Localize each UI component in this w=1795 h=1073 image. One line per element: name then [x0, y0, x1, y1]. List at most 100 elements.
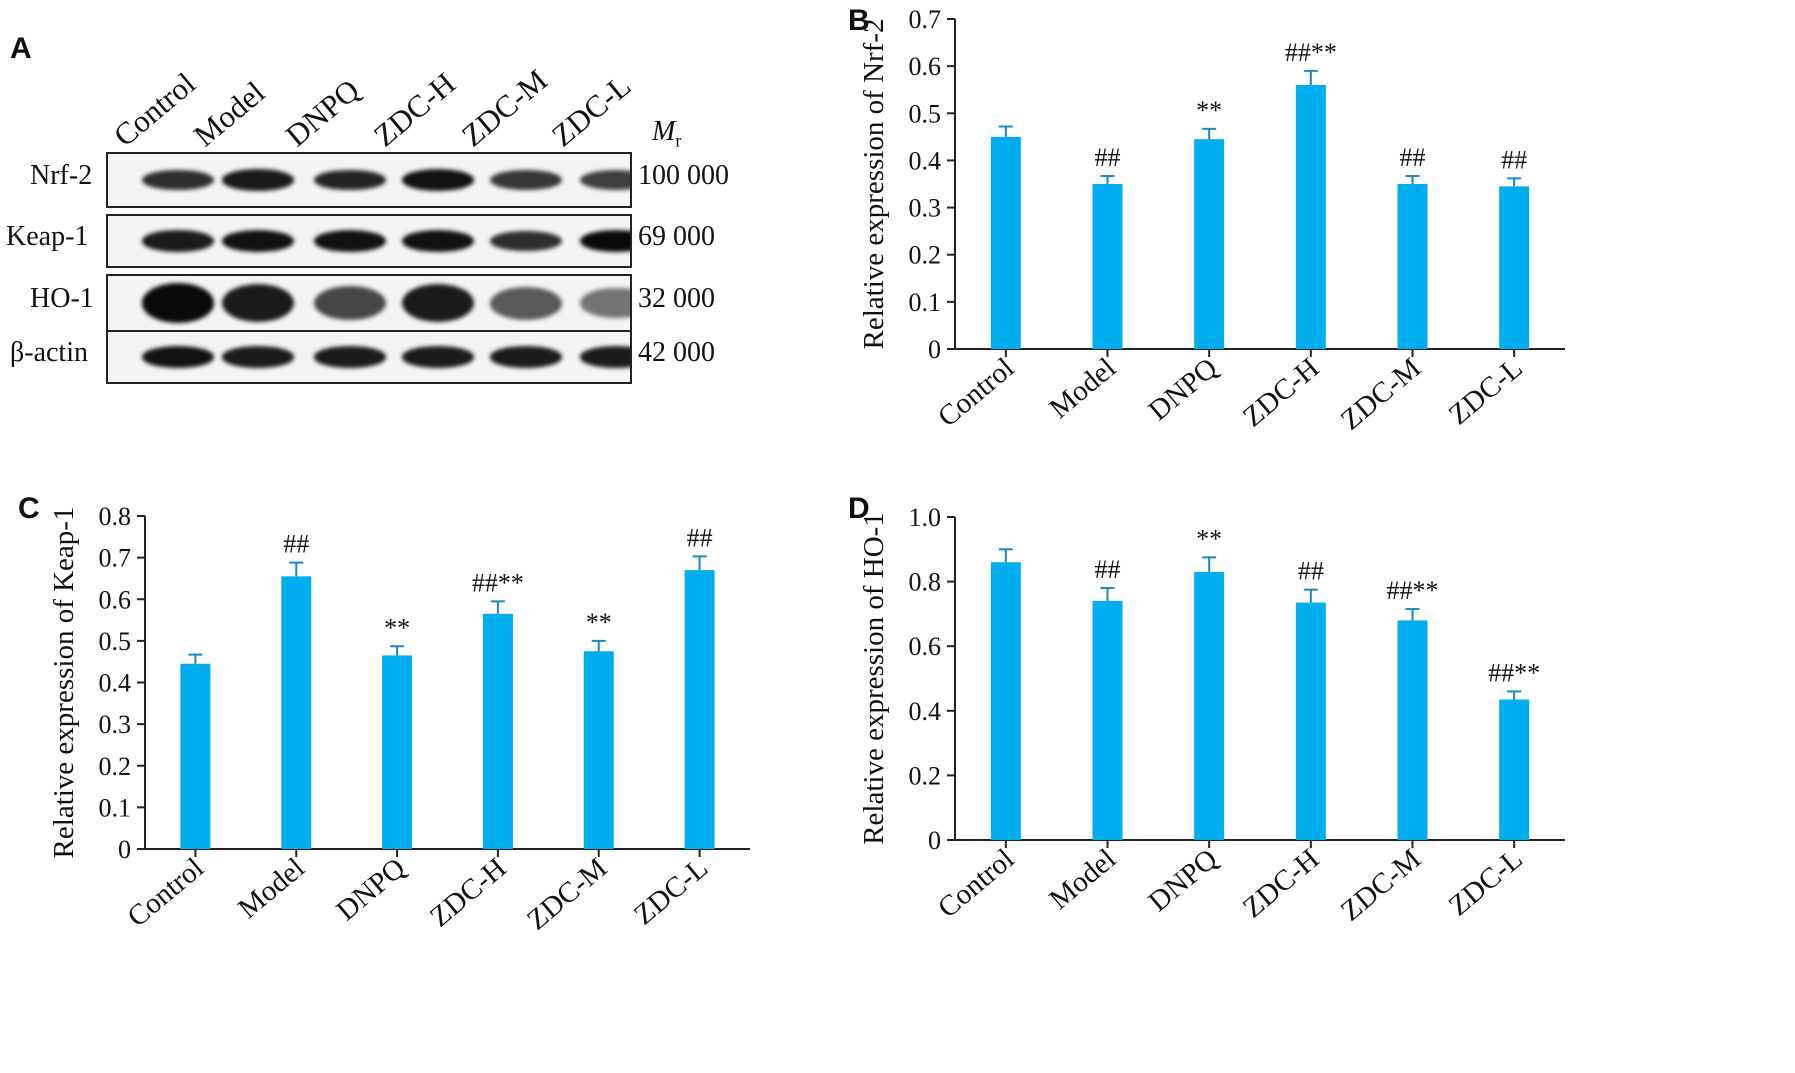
- significance-annotation: ##**: [1285, 38, 1337, 67]
- panel-letter-d: D: [848, 492, 870, 525]
- y-tick-label: 0.8: [909, 568, 942, 597]
- bar-control: [990, 136, 1021, 349]
- bar-dnpq: [1194, 139, 1225, 349]
- y-axis-label: Relative expression of Keap-1: [48, 507, 80, 859]
- blot-band: [490, 169, 562, 191]
- y-tick-label: 0: [928, 335, 941, 364]
- panel-letter-a: A: [10, 32, 32, 65]
- blot-band: [314, 346, 386, 368]
- x-tick-label: Control: [932, 843, 1020, 924]
- blot-row-label: Nrf-2: [30, 160, 93, 191]
- y-tick-label: 0.7: [909, 5, 942, 34]
- bar-zdc-m: [1397, 184, 1428, 349]
- x-tick-label: ZDC-L: [1443, 843, 1529, 922]
- bar-control: [990, 562, 1021, 840]
- y-tick-label: 0.2: [909, 761, 942, 790]
- significance-annotation: **: [1196, 524, 1222, 553]
- significance-annotation: ##**: [1387, 576, 1439, 605]
- blot-band: [314, 285, 386, 321]
- y-tick-label: 0.1: [99, 793, 132, 822]
- blot-band: [142, 230, 214, 252]
- bar-model: [281, 576, 312, 849]
- panel-letter-c: C: [18, 492, 40, 525]
- blot-band: [402, 230, 474, 252]
- significance-annotation: ##: [1501, 145, 1527, 174]
- blot-band: [402, 346, 474, 368]
- significance-annotation: ##: [1095, 143, 1121, 172]
- blot-row-label: Keap-1: [6, 221, 89, 252]
- blot-band: [222, 169, 294, 191]
- x-tick-label: ZDC-H: [1237, 843, 1325, 925]
- bar-zdc-m: [1397, 620, 1428, 840]
- bar-model: [1092, 600, 1123, 840]
- y-axis-label: Relative expression of Nrf-2: [858, 19, 890, 350]
- panel-letter-b: B: [848, 4, 870, 37]
- y-tick-label: 0.1: [909, 288, 942, 317]
- x-tick-label: DNPQ: [1143, 843, 1224, 918]
- y-tick-label: 0.3: [909, 194, 942, 223]
- x-tick-label: Model: [1043, 843, 1122, 916]
- y-tick-label: 0.6: [909, 52, 942, 81]
- y-tick-label: 0.4: [99, 669, 132, 698]
- blot-band: [142, 283, 214, 323]
- significance-annotation: ##: [687, 523, 713, 552]
- y-axis-label: Relative expression of HO-1: [858, 512, 890, 845]
- bar-zdc-l: [1499, 699, 1530, 840]
- x-tick-label: ZDC-M: [1335, 843, 1427, 928]
- significance-annotation: ##: [1095, 555, 1121, 584]
- y-tick-label: 0.5: [909, 99, 942, 128]
- y-tick-label: 0.8: [99, 502, 132, 531]
- bar-zdc-m: [583, 651, 614, 849]
- bar-dnpq: [1194, 571, 1225, 840]
- y-tick-label: 0.4: [909, 146, 942, 175]
- blot-band: [142, 169, 214, 191]
- blot-band: [222, 346, 294, 368]
- blot-strip: [106, 152, 632, 208]
- significance-annotation: ##: [1400, 143, 1426, 172]
- y-tick-label: 0.6: [99, 585, 132, 614]
- significance-annotation: ##: [283, 530, 309, 559]
- bar-zdc-l: [1499, 186, 1530, 349]
- bar-zdc-h: [1295, 602, 1326, 840]
- blot-strip: [106, 330, 632, 384]
- y-tick-label: 0.4: [909, 697, 942, 726]
- blot-band: [490, 346, 562, 368]
- blot-band: [314, 169, 386, 191]
- blot-band: [580, 346, 630, 368]
- blot-band: [402, 284, 474, 322]
- blot-mr-heading: Mr: [652, 116, 682, 151]
- blot-band: [490, 286, 562, 320]
- blot-mr-value: 69 000: [638, 221, 715, 252]
- blot-band: [580, 230, 630, 252]
- significance-annotation: **: [586, 608, 612, 637]
- blot-band: [222, 284, 294, 322]
- y-tick-label: 0: [928, 826, 941, 855]
- blot-mr-value: 32 000: [638, 283, 715, 314]
- western-blot-panel: Control Model DNPQ ZDC-H ZDC-M ZDC-L Mr Nrf-2 10…: [0, 0, 880, 480]
- bar-zdc-l: [684, 570, 715, 849]
- significance-annotation: **: [384, 613, 410, 642]
- blot-strip: [106, 214, 632, 268]
- significance-annotation: ##**: [472, 568, 524, 597]
- bar-model: [1092, 184, 1123, 349]
- bar-control: [180, 663, 211, 849]
- blot-band: [490, 230, 562, 252]
- blot-band: [402, 169, 474, 191]
- significance-annotation: ##**: [1488, 658, 1540, 687]
- blot-band: [142, 346, 214, 368]
- y-tick-label: 0: [118, 835, 131, 864]
- y-tick-label: 0.5: [99, 627, 132, 656]
- bar-dnpq: [382, 655, 413, 849]
- y-tick-label: 0.2: [909, 241, 942, 270]
- bar-zdc-h: [482, 613, 513, 849]
- y-tick-label: 0.7: [99, 544, 132, 573]
- blot-mr-value: 100 000: [638, 160, 729, 191]
- blot-band: [580, 170, 630, 190]
- blot-row-label: HO-1: [30, 283, 94, 314]
- y-tick-label: 0.2: [99, 752, 132, 781]
- blot-band: [314, 230, 386, 252]
- y-tick-label: 1.0: [909, 503, 942, 532]
